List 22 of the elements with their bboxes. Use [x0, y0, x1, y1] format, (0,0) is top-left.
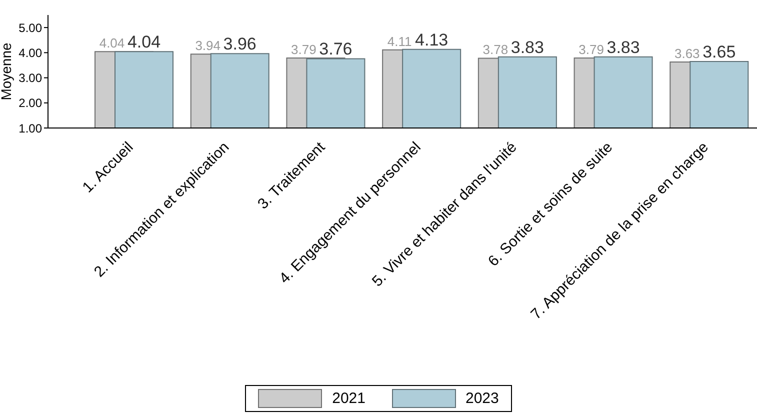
data-label: 4.11	[387, 34, 412, 49]
legend-label: 2023	[466, 390, 499, 407]
data-label: 3.63	[674, 46, 700, 61]
data-label: 3.79	[578, 42, 604, 57]
data-label: 4.04	[99, 36, 125, 51]
data-label: 3.65	[702, 42, 736, 62]
y-tick-label: 4.00	[18, 46, 42, 60]
data-label: 3.79	[291, 42, 316, 57]
y-tick-label: 1.00	[18, 121, 42, 136]
y-tick-label: 3.00	[18, 71, 42, 86]
data-label: 3.83	[606, 38, 640, 57]
data-label: 4.04	[127, 32, 161, 52]
data-label: 3.76	[319, 40, 352, 59]
data-label: 3.83	[510, 38, 544, 57]
y-axis-title: Moyenne	[0, 42, 14, 100]
y-tick-label: 5.00	[18, 20, 42, 35]
data-label: 3.96	[223, 34, 256, 54]
data-label: 3.78	[482, 42, 508, 58]
legend-label: 2021	[332, 390, 366, 407]
data-label: 3.94	[195, 38, 221, 54]
y-tick-label: 2.00	[18, 96, 42, 110]
data-label: 4.13	[415, 30, 448, 50]
